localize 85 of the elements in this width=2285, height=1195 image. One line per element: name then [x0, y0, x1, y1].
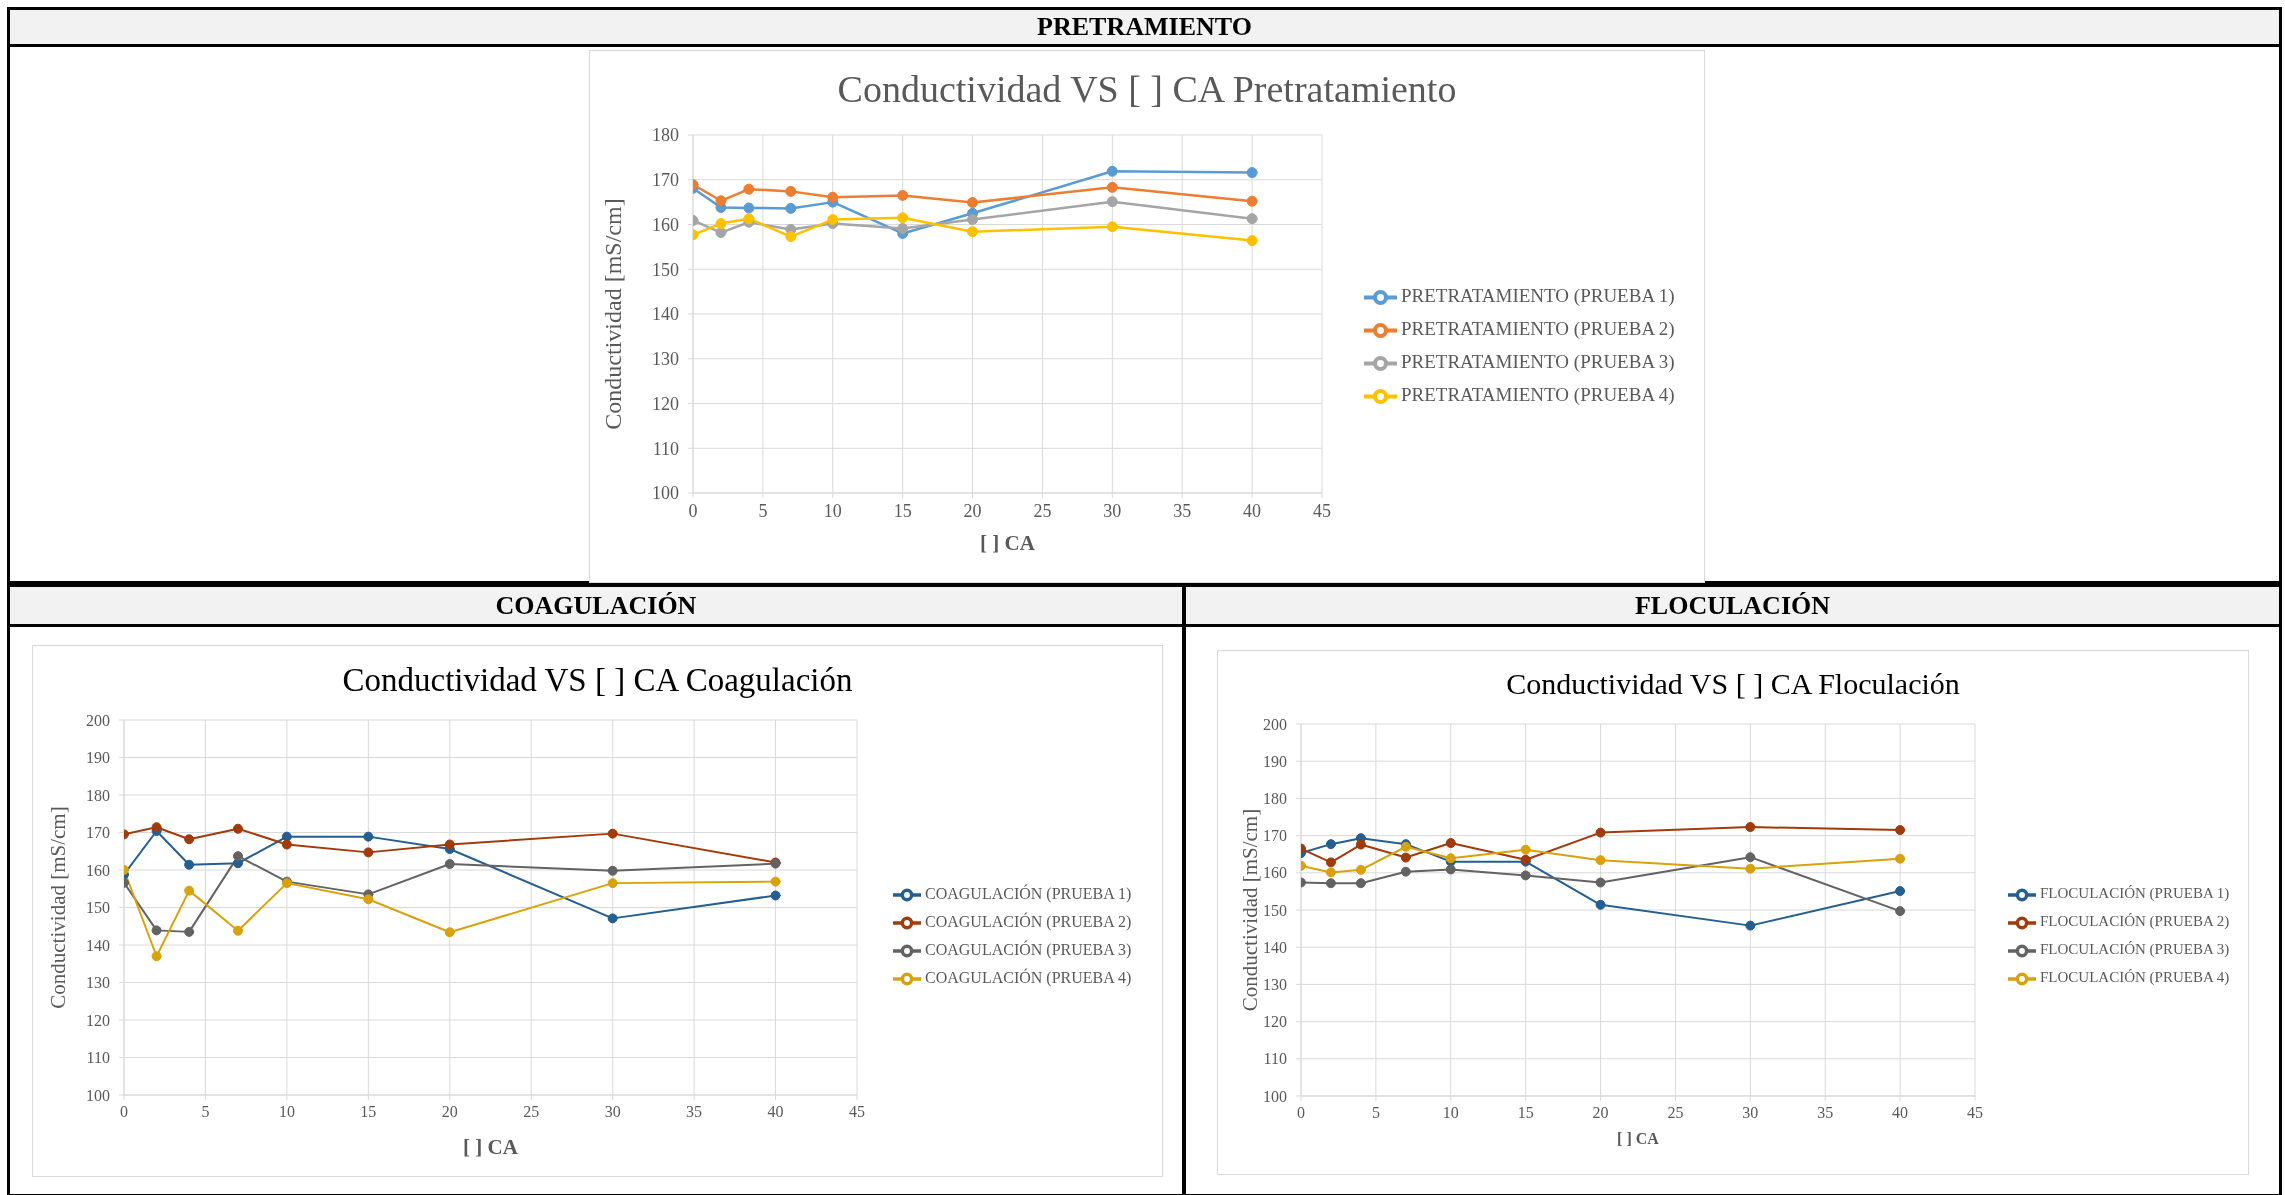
- y-tick-label: 130: [1263, 976, 1287, 994]
- x-tick-label: 35: [1173, 500, 1192, 521]
- y-tick-label: 170: [652, 170, 679, 191]
- x-tick-label: 30: [1103, 500, 1122, 521]
- legend-label: PRETRATAMIENTO (PRUEBA 3): [1401, 350, 1675, 372]
- y-tick-label: 130: [86, 974, 110, 992]
- y-tick-label: 180: [86, 786, 110, 804]
- text: PRETRAMIENTO: [1037, 12, 1252, 41]
- legend-label: FLOCULACIÓN (PRUEBA 2): [2040, 913, 2230, 930]
- y-tick-label: 170: [1263, 827, 1287, 845]
- chart-title: Conductividad VS [ ] CA Pretratamiento: [836, 68, 1458, 111]
- x-tick-label: 5: [758, 500, 768, 521]
- y-tick-label: 150: [1263, 901, 1287, 919]
- legend-label: COAGULACIÓN (PRUEBA 1): [925, 884, 1132, 902]
- chart-title: Conductividad VS [ ] CA Coagulación: [341, 662, 854, 699]
- x-tick-label: 40: [1243, 500, 1262, 521]
- x-tick-label: 10: [823, 500, 842, 521]
- x-tick-label: 25: [1667, 1104, 1684, 1122]
- x-tick-label: 0: [120, 1103, 128, 1121]
- x-tick-label: 30: [1742, 1104, 1759, 1122]
- chart-title: Conductividad VS [ ] CA Floculación: [1505, 667, 1961, 700]
- y-tick-label: 140: [652, 304, 679, 325]
- y-tick-label: 160: [1263, 864, 1287, 882]
- y-tick-label: 160: [652, 214, 679, 235]
- x-tick-label: 0: [1297, 1104, 1305, 1122]
- y-tick-label: 200: [86, 711, 110, 729]
- legend-label: PRETRATAMIENTO (PRUEBA 1): [1401, 284, 1675, 306]
- x-tick-label: 15: [360, 1103, 377, 1121]
- y-tick-label: 200: [1263, 715, 1287, 733]
- x-tick-label: 10: [278, 1103, 295, 1121]
- x-tick-label: 20: [963, 500, 982, 521]
- y-tick-label: 150: [86, 899, 110, 917]
- y-tick-label: 190: [86, 749, 110, 767]
- x-tick-label: 40: [1892, 1104, 1909, 1122]
- x-tick-label: 15: [893, 500, 912, 521]
- y-tick-label: 100: [652, 483, 679, 504]
- x-tick-label: 25: [1033, 500, 1052, 521]
- legend-label: PRETRATAMIENTO (PRUEBA 4): [1401, 383, 1675, 405]
- legend-label: PRETRATAMIENTO (PRUEBA 2): [1401, 317, 1675, 339]
- y-tick-label: 140: [1263, 938, 1287, 956]
- legend-label: COAGULACIÓN (PRUEBA 4): [925, 968, 1132, 986]
- legend-label: FLOCULACIÓN (PRUEBA 3): [2040, 941, 2230, 958]
- y-tick-label: 120: [1263, 1013, 1287, 1031]
- text: FLOCULACIÓN: [1634, 590, 1830, 620]
- x-tick-label: 40: [767, 1103, 784, 1121]
- y-tick-label: 100: [86, 1086, 110, 1104]
- y-tick-label: 130: [652, 349, 679, 370]
- y-tick-label: 190: [1263, 752, 1287, 770]
- x-tick-label: 20: [441, 1103, 458, 1121]
- x-axis-title: [ ] CA: [980, 531, 1036, 555]
- y-axis-title: Conductividad [mS/cm]: [600, 198, 626, 430]
- y-tick-label: 170: [86, 824, 110, 842]
- x-tick-label: 45: [849, 1103, 865, 1121]
- legend-label: FLOCULACIÓN (PRUEBA 4): [2040, 969, 2230, 986]
- y-tick-label: 100: [1263, 1087, 1287, 1105]
- x-tick-label: 15: [1517, 1104, 1534, 1122]
- y-tick-label: 160: [86, 861, 110, 879]
- y-tick-label: 120: [86, 1011, 110, 1029]
- x-tick-label: 5: [201, 1103, 210, 1121]
- x-axis-title: [ ] CA: [1617, 1130, 1660, 1147]
- y-tick-label: 150: [652, 259, 679, 280]
- x-tick-label: 30: [604, 1103, 621, 1121]
- x-tick-label: 0: [688, 500, 698, 521]
- x-tick-label: 45: [1967, 1104, 1983, 1122]
- legend-label: COAGULACIÓN (PRUEBA 3): [925, 940, 1132, 958]
- y-axis-title: Conductividad [mS/cm]: [1238, 808, 1262, 1012]
- y-tick-label: 180: [652, 125, 679, 146]
- x-axis-title: [ ] CA: [463, 1135, 519, 1159]
- x-tick-label: 45: [1313, 500, 1331, 521]
- x-tick-label: 25: [523, 1103, 540, 1121]
- x-tick-label: 5: [1371, 1104, 1380, 1122]
- legend-label: COAGULACIÓN (PRUEBA 2): [925, 912, 1132, 930]
- x-tick-label: 10: [1442, 1104, 1459, 1122]
- y-tick-label: 180: [1263, 790, 1287, 808]
- y-axis-title: Conductividad [mS/cm]: [46, 806, 70, 1009]
- y-tick-label: 110: [86, 1049, 110, 1067]
- y-tick-label: 120: [652, 393, 679, 414]
- x-tick-label: 20: [1592, 1104, 1609, 1122]
- legend-label: FLOCULACIÓN (PRUEBA 1): [2040, 885, 2230, 902]
- y-tick-label: 110: [1263, 1050, 1287, 1068]
- x-tick-label: 35: [686, 1103, 703, 1121]
- text: COAGULACIÓN: [495, 590, 697, 620]
- y-tick-label: 110: [652, 438, 679, 459]
- x-tick-label: 35: [1817, 1104, 1834, 1122]
- y-tick-label: 140: [86, 936, 110, 954]
